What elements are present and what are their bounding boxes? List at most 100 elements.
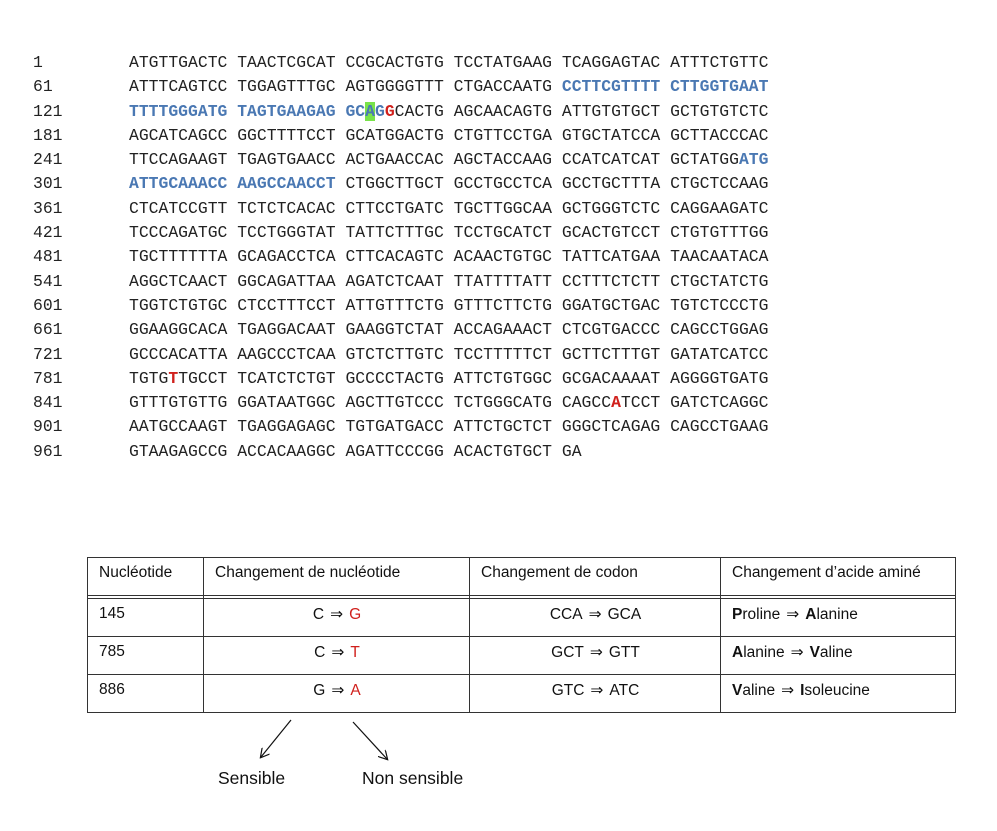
header-nucleotide-change: Changement de nucléotide [203,557,470,596]
mutation-base: G [384,101,395,121]
sequence-segment: TGAGGACAAT [237,320,336,340]
sequence-segment: GCTGTGTCTC [670,101,769,121]
sequence-segment: GGATAATGGC [237,393,336,413]
sequence-segment: CTGTTCCTGA [453,125,553,145]
sequence-segment: ATTCTGTGGC [453,368,553,388]
sequence-segment: TCCTGCATCT [453,223,553,243]
sequence-block: CTGCTATCTG [670,272,768,291]
nonsense-arrow-icon [352,721,387,759]
sequence-segment: TGTG [129,368,169,388]
sequence-segment: GCACTGTCCT [561,223,661,243]
sequence-block: ATTGTTTCTG [345,296,443,315]
sequence-block: GA [562,442,582,461]
sequence-block: TAACTCGCAT [237,53,335,72]
sequence-block: TGAGTGAACC [237,150,335,169]
sequence-block: GCTATGGATG [670,150,768,169]
sequence-block: CAGCCTGGAG [670,320,768,339]
table-row: 886 G ⇒ A GTC ⇒ ATC Valine ⇒ Isoleucine [87,674,956,713]
sequence-segment: GTTTGTGTTG [129,393,228,413]
sequence-block: GCTTACCCAC [670,126,768,145]
sequence-segment: TCCTGGGTAT [237,223,336,243]
sequence-segment: GCTTACCCAC [670,125,769,145]
sequence-position: 121 [33,101,63,121]
sequence-segment: CTGACCAATG [453,77,553,97]
cell-nucleotide: 785 [87,636,204,675]
codon-from: GTC [551,682,585,699]
aa-from-rest: aline [742,682,776,699]
sequence-segment: GATCTCAGGC [670,393,769,413]
sequence-block: TCTCTCACAC [237,199,335,218]
sequence-position: 301 [33,174,63,194]
sequence-block: CTGTTCCTGA [454,126,552,145]
aa-from-initial: V [732,682,743,699]
sequence-block: GCCTGCTTTA [562,174,660,193]
sequence-segment: CTCATCCGTT [129,198,228,218]
sense-label: Sensible [218,768,286,788]
aa-to-initial: V [809,644,820,661]
primer-segment: ATTGCAAACC [129,174,228,194]
sequence-segment: CAGGAAGATC [670,198,769,218]
sequence-position: 601 [33,295,63,315]
implies-arrow-icon: ⇒ [588,606,602,623]
implies-arrow-icon: ⇒ [790,644,804,661]
sequence-block: GTGCTATCCA [562,126,660,145]
sequence-block: CAGGAAGATC [670,199,768,218]
sequence-segment: AAGCCCTCAA [237,344,336,364]
header-codon-change: Changement de codon [469,557,721,596]
sequence-position: 61 [33,77,53,97]
sequence-segment: TATTCATGAA [561,247,661,267]
sequence-segment: CACTG [394,101,444,121]
sequence-segment: AGCTACCAAG [453,150,553,170]
sequence-block: GCCCCTACTG [345,369,443,388]
sequence-block: CTGGCTTGCT [345,174,443,193]
sequence-block: AGGGGTGATG [670,369,768,388]
codon-to: ATC [609,682,640,699]
sequence-segment: GGATGCTGAC [561,295,661,315]
cell-codon-change: GTC ⇒ ATC [469,674,721,713]
sequence-segment: CAGCCTGGAG [670,320,769,340]
sequence-segment: GA [561,441,582,461]
sequence-line: 61 ATTTCAGTCC TGGAGTTTGC AGTGGGGTTT CTGAC… [33,75,769,99]
implies-arrow-icon: ⇒ [590,682,604,699]
sequence-segment: ATTGTTTCTG [345,295,444,315]
sequence-line: 721 GCCCACATTA AAGCCCTCAA GTCTCTTGTC TCCT… [33,343,769,367]
sequence-block: ACCACAAGGC [237,442,335,461]
sequence-block: CTCCTTTCCT [237,296,335,315]
sequence-block: AGCAACAGTG [454,102,552,121]
sequence-line: 601 TGGTCTGTGC CTCCTTTCCT ATTGTTTCTG GTTT… [33,294,769,318]
sequence-block: GGATGCTGAC [562,296,660,315]
primer-segment: G [374,101,385,121]
codon-to: GCA [607,606,642,623]
from-base: C [314,644,326,661]
sequence-block: GCTGTGTCTC [670,102,768,121]
cell-nucleotide-change: G ⇒ A [203,674,470,713]
sequence-position: 781 [33,368,63,388]
sequence-segment: TTCCAGAAGT [129,150,228,170]
sequence-segment: TGCCT [178,368,228,388]
aa-from-initial: P [732,606,743,623]
implies-arrow-icon: ⇒ [786,606,800,623]
sequence-block: TGTGTTGCCT [129,369,227,388]
sequence-block: CTGTGTTTGG [670,223,768,242]
sequence-block: GATATCATCC [670,345,768,364]
sequence-segment: CTGGCTTGCT [345,174,444,194]
sequence-block: TGCTTTTTTA [129,247,227,266]
sequence-block: CTTGGTGAAT [670,77,768,96]
sequence-block: AGATCTCAAT [345,272,443,291]
sequence-block: TAACAATACA [670,247,768,266]
sequence-segment: TCTCTCACAC [237,198,336,218]
table-row: 785 C ⇒ T GCT ⇒ GTT Alanine ⇒ Valine [87,636,956,675]
sequence-block: TGAGGACAAT [237,320,335,339]
sequence-segment: GCCTGCTTTA [561,174,661,194]
sequence-segment: GCTGGGTCTC [561,198,661,218]
sequence-segment: GGCTTTTCCT [237,125,336,145]
sequence-block: ATGTTGACTC [129,53,227,72]
sequence-block: AGCTACCAAG [454,150,552,169]
aa-to-rest: lanine [816,606,858,623]
sequence-segment: GCTTCTTTGT [561,344,661,364]
sequence-segment: TGTGATGACC [345,417,444,437]
sequence-block: TCCTGGGTAT [237,223,335,242]
sequence-segment: TGCTTTTTTA [129,247,228,267]
sequence-segment: AGCTTGTCCC [345,393,444,413]
